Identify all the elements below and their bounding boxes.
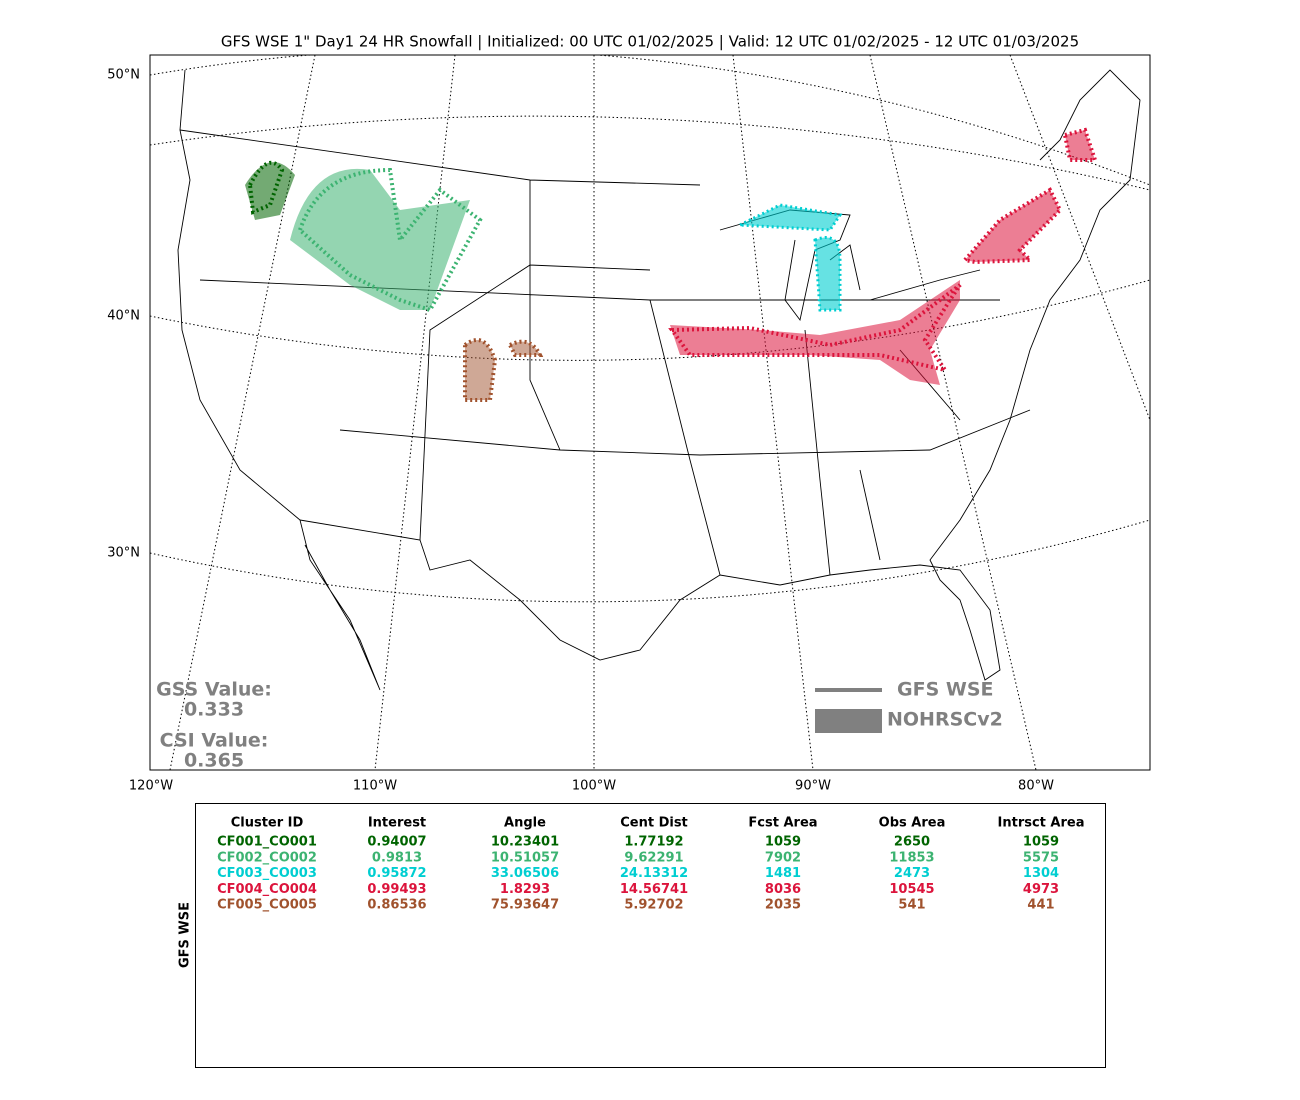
- score-value: 0.365: [184, 750, 244, 772]
- table-cell: 75.93647: [491, 898, 559, 913]
- table-cell: 24.13312: [620, 866, 688, 881]
- table-cell: 10.23401: [491, 835, 559, 850]
- column-header: Cluster ID: [231, 816, 304, 831]
- obs-area: [245, 162, 295, 220]
- table-cell: 0.9813: [372, 850, 422, 865]
- lon-label: 80°W: [1018, 779, 1054, 794]
- fcst-object: [668, 283, 962, 374]
- table-cell: 1481: [765, 866, 801, 881]
- table-cell: 10.51057: [491, 850, 559, 865]
- table-cell: CF005_CO005: [217, 898, 317, 913]
- lon-label: 110°W: [353, 779, 397, 794]
- score-value: 0.333: [184, 699, 244, 721]
- graticule: [150, 519, 1150, 603]
- table-cell: 0.94007: [367, 835, 426, 850]
- graticule: [169, 55, 316, 770]
- table-cell: 5575: [1023, 850, 1059, 865]
- table-cell: CF003_CO003: [217, 866, 317, 881]
- legend-label: GFS WSE: [897, 679, 994, 701]
- legend-label: NOHRSCv2: [887, 709, 1003, 731]
- map-frame: [149, 54, 1151, 771]
- table-cell: 1304: [1023, 866, 1059, 881]
- column-header: Cent Dist: [620, 816, 688, 831]
- column-header: Intrsct Area: [998, 816, 1085, 831]
- table-cell: 1.8293: [500, 882, 550, 897]
- title: GFS WSE 1" Day1 24 HR Snowfall | Initial…: [221, 33, 1079, 51]
- table: GFS WSE Cluster ID Interest Angle Cent Dist…: [178, 803, 1106, 1068]
- lat-label: 50°N: [107, 68, 140, 83]
- table-cell: 4973: [1023, 882, 1059, 897]
- table-frame: [195, 803, 1106, 1068]
- lat-labels: 50°N 40°N 30°N: [107, 68, 140, 561]
- table-cell: 2035: [765, 898, 801, 913]
- map: 50°N 40°N 30°N 120°W 110°W 100°W 90°W 80…: [107, 54, 1151, 794]
- table-cell: 0.86536: [367, 898, 426, 913]
- table-cell: 2650: [894, 835, 930, 850]
- border: [179, 129, 1031, 576]
- table-cell: 33.06506: [491, 866, 559, 881]
- column-header: Angle: [504, 816, 546, 831]
- column-header: Interest: [368, 816, 426, 831]
- column-header: Fcst Area: [748, 816, 817, 831]
- table-cell: CF001_CO001: [217, 835, 317, 850]
- lon-labels: 120°W 110°W 100°W 90°W 80°W: [129, 779, 1054, 794]
- table-cell: 1059: [1023, 835, 1059, 850]
- table-cell: 441: [1027, 898, 1054, 913]
- coastline: [177, 69, 381, 691]
- table-cell: CF002_CO002: [217, 850, 317, 865]
- scores: GSS Value: 0.333 CSI Value: 0.365: [156, 679, 272, 772]
- graticule: [1009, 55, 1150, 421]
- table-cell: 14.56741: [620, 882, 688, 897]
- fcst-object: [463, 338, 544, 402]
- table-cell: 0.99493: [367, 882, 426, 897]
- table-cell: 2473: [894, 866, 930, 881]
- score-label: GSS Value:: [156, 679, 272, 701]
- lon-label: 90°W: [795, 779, 831, 794]
- score-label: CSI Value:: [160, 730, 269, 752]
- fcst-object: [734, 203, 843, 312]
- graticule: [150, 115, 1150, 191]
- table-cell: 10545: [889, 882, 934, 897]
- table-cell: 8036: [765, 882, 801, 897]
- table-cell: 1.77192: [624, 835, 683, 850]
- fcst-object: [247, 160, 285, 215]
- column-header: Obs Area: [879, 816, 946, 831]
- table-cell: 541: [898, 898, 925, 913]
- lon-label: 100°W: [572, 779, 616, 794]
- fcst-object: [961, 127, 1098, 265]
- table-cell: 7902: [765, 850, 801, 865]
- table-cell: 11853: [889, 850, 934, 865]
- lon-label: 120°W: [129, 779, 173, 794]
- table-cell: 0.95872: [367, 866, 426, 881]
- table-cell: 1059: [765, 835, 801, 850]
- lat-label: 30°N: [107, 546, 140, 561]
- table-cell: 5.92702: [624, 898, 683, 913]
- side-label: GFS WSE: [178, 902, 193, 968]
- legend-swatch: [815, 709, 882, 733]
- coastline: [299, 69, 1141, 681]
- graticule: [150, 279, 1150, 361]
- legend: GFS WSE NOHRSCv2: [815, 679, 1003, 733]
- table-cell: CF004_CO004: [217, 882, 317, 897]
- lat-label: 40°N: [107, 309, 140, 324]
- obs-area: [290, 168, 470, 310]
- table-cell: 9.62291: [624, 850, 683, 865]
